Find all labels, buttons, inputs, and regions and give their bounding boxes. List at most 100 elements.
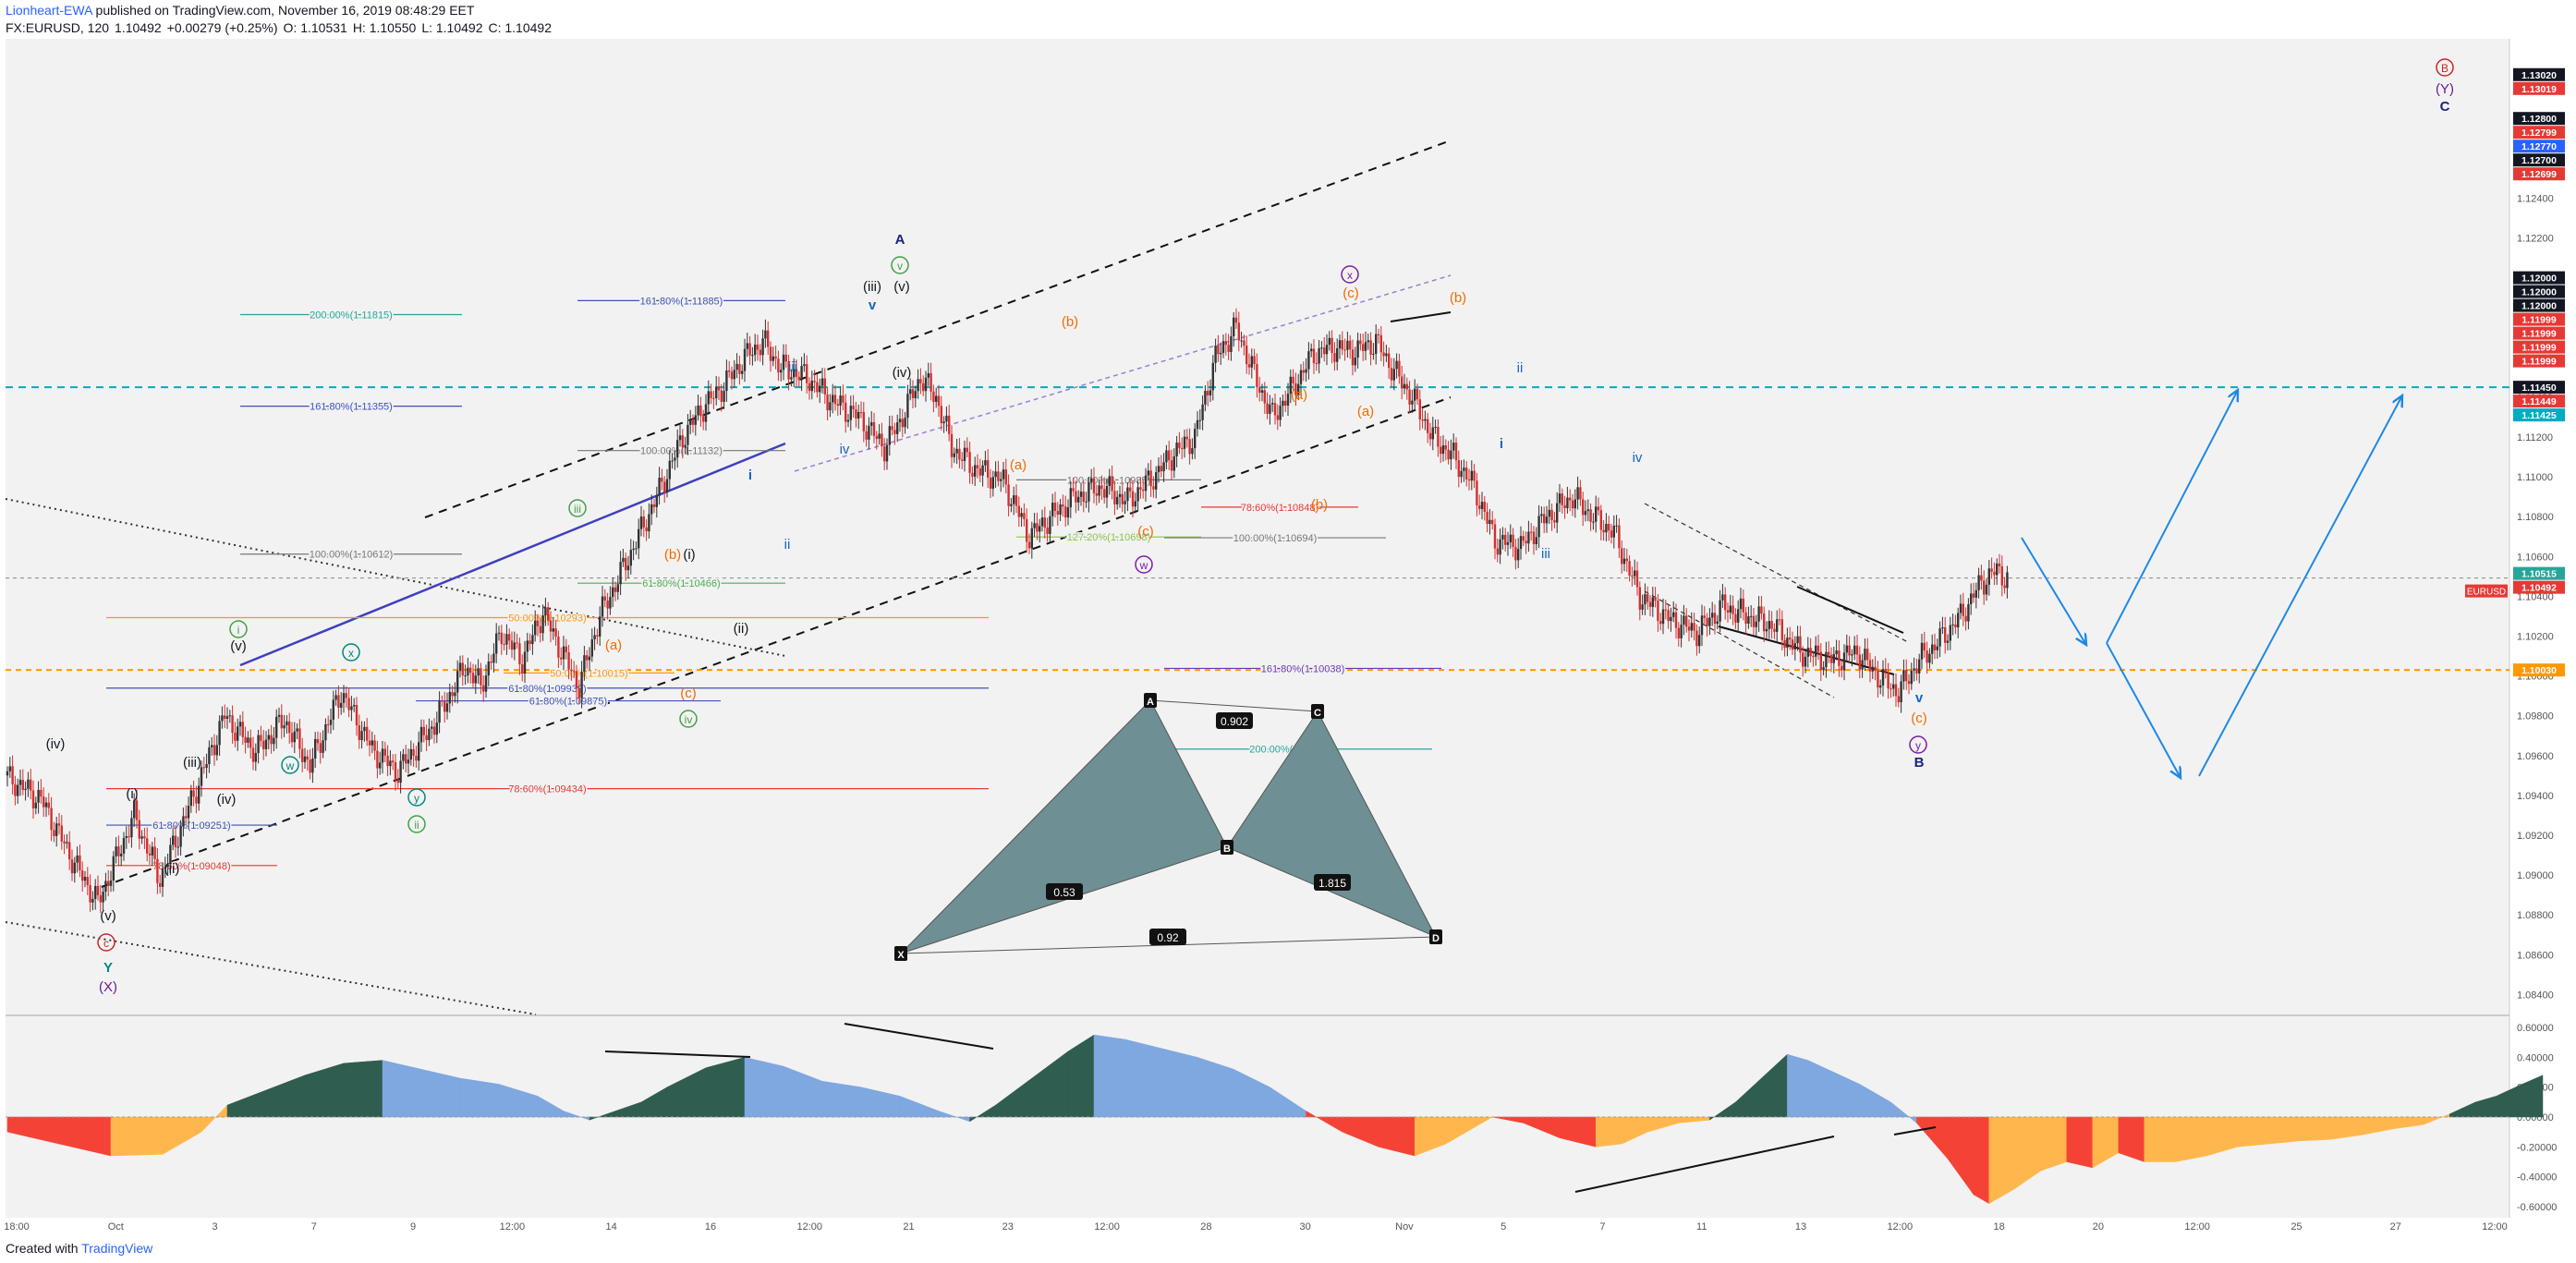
candle-body [1040, 517, 1044, 527]
top-wedge-line[interactable] [1390, 311, 1452, 322]
candle-body [187, 806, 190, 819]
projection-arrow[interactable] [2021, 537, 2086, 645]
candle-body [1447, 449, 1450, 460]
candle-body [474, 675, 477, 684]
tradingview-brand[interactable]: TradingView [81, 1241, 153, 1256]
candle-body [1369, 340, 1372, 355]
candle-body [997, 471, 1000, 481]
price-axis-tag [2513, 67, 2565, 81]
wave-label: v [869, 298, 877, 313]
wave-label: iv [840, 442, 850, 457]
candle-body [1188, 439, 1191, 455]
candle-body [868, 425, 870, 440]
candle-body [681, 435, 684, 448]
candle-body [399, 760, 402, 783]
blue-trend-line[interactable] [239, 442, 786, 667]
author-link[interactable]: Lionheart-EWA [6, 3, 92, 18]
candle-body [1292, 376, 1294, 383]
candle-body [521, 664, 524, 674]
candle-body [603, 596, 606, 601]
candle-body [1586, 509, 1589, 512]
candle-body [1644, 594, 1646, 605]
candle-body [1473, 470, 1476, 481]
candle-body [1372, 353, 1375, 355]
candle-body [580, 672, 583, 698]
dotted-trend-lower[interactable] [5, 921, 537, 1015]
candle-body [1501, 534, 1504, 540]
candle-body [1198, 419, 1201, 421]
candle-body [1812, 656, 1815, 658]
candle-body [161, 868, 164, 887]
candle-body [823, 378, 826, 395]
osc-area-segment [459, 1077, 500, 1118]
osc-divergence-line[interactable] [844, 1023, 994, 1050]
candle-body [642, 516, 645, 528]
candle-body [464, 674, 467, 676]
candle-body [1842, 652, 1846, 671]
candle-body [1556, 503, 1559, 523]
harmonic-point-label: A [1147, 697, 1154, 708]
candle-body [1103, 489, 1106, 498]
candle-body [586, 655, 589, 661]
candle-body [1512, 534, 1514, 547]
price-tick-label: 1.11200 [2517, 432, 2553, 443]
osc-divergence-line[interactable] [1574, 1135, 1835, 1193]
harmonic-ratio-badge [1216, 712, 1253, 729]
candle-body [544, 607, 547, 616]
price-tick-label: 1.12200 [2517, 234, 2554, 245]
candle-body [6, 771, 9, 776]
wave-label: (iii) [183, 755, 201, 771]
candle-body [309, 759, 311, 773]
candle-body [412, 748, 415, 757]
candle-body [140, 836, 143, 839]
fib-level-label: 78.60%(1.09434) [508, 784, 586, 795]
fib-level-label: 200.00%(1.11815) [310, 310, 393, 321]
candle-body [383, 748, 386, 756]
candle-body [966, 447, 968, 453]
candle-body [133, 800, 136, 819]
candle-body [1543, 514, 1546, 524]
candle-body [1615, 525, 1618, 527]
candle-body [813, 381, 816, 383]
candle-body [565, 646, 567, 652]
candle-body [1962, 603, 1964, 616]
candle-body [1331, 337, 1333, 353]
candle-body [1377, 334, 1380, 335]
harmonic-bcd-triangle[interactable] [1226, 710, 1438, 939]
candle-body [1809, 648, 1812, 657]
osc-area-segment [821, 1080, 862, 1118]
wedge-upper-line[interactable] [1796, 586, 1904, 634]
harmonic-xab-triangle[interactable] [900, 699, 1228, 954]
candle-body [741, 370, 744, 374]
price-axis-tag-label: 1.11449 [2521, 396, 2557, 407]
candle-body [342, 693, 346, 703]
projection-arrow[interactable] [2106, 390, 2238, 644]
candle-body [1848, 645, 1851, 656]
time-tick-label: 7 [311, 1221, 317, 1233]
candle-body [1584, 511, 1587, 516]
osc-area-segment [2066, 1116, 2094, 1169]
projection-arrow[interactable] [2106, 642, 2181, 778]
osc-area-segment [1124, 1038, 1162, 1118]
candle-body [1336, 348, 1339, 362]
osc-divergence-line[interactable] [1893, 1126, 1937, 1135]
candle-body [1488, 519, 1491, 525]
candle-body [1220, 352, 1222, 355]
channel-lower-line[interactable] [101, 396, 1452, 888]
candle-body [324, 723, 327, 741]
wave-label: (i) [126, 786, 138, 802]
channel-upper-line[interactable] [424, 140, 1452, 518]
candle-body [725, 370, 728, 392]
candle-body [1569, 497, 1572, 501]
candle-body [793, 369, 796, 378]
time-tick-label: 12:00 [2482, 1221, 2508, 1233]
purple-channel-line[interactable] [794, 274, 1452, 472]
osc-area-segment [1093, 1034, 1125, 1118]
projection-arrow[interactable] [2198, 395, 2402, 777]
harmonic-point-label: X [897, 950, 905, 961]
candle-body [53, 830, 55, 836]
candle-body [1341, 340, 1343, 350]
osc-divergence-line[interactable] [604, 1050, 751, 1058]
candle-body [1279, 406, 1282, 420]
